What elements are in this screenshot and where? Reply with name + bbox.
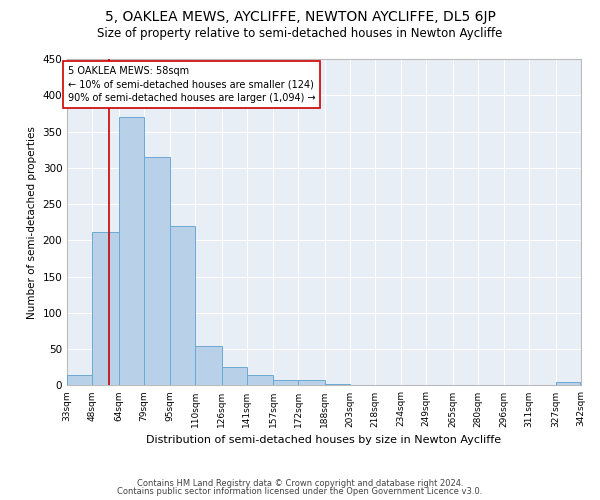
Bar xyxy=(556,382,580,386)
Text: 5, OAKLEA MEWS, AYCLIFFE, NEWTON AYCLIFFE, DL5 6JP: 5, OAKLEA MEWS, AYCLIFFE, NEWTON AYCLIFF… xyxy=(104,10,496,24)
Bar xyxy=(170,226,195,386)
Bar xyxy=(119,117,143,386)
Bar xyxy=(273,380,298,386)
Bar xyxy=(195,346,221,386)
Bar xyxy=(325,384,350,386)
Text: Contains HM Land Registry data © Crown copyright and database right 2024.: Contains HM Land Registry data © Crown c… xyxy=(137,478,463,488)
Bar xyxy=(143,157,170,386)
Bar xyxy=(221,368,247,386)
Bar xyxy=(247,374,273,386)
Text: Size of property relative to semi-detached houses in Newton Aycliffe: Size of property relative to semi-detach… xyxy=(97,28,503,40)
Text: Contains public sector information licensed under the Open Government Licence v3: Contains public sector information licen… xyxy=(118,487,482,496)
Y-axis label: Number of semi-detached properties: Number of semi-detached properties xyxy=(27,126,37,318)
Bar xyxy=(92,232,119,386)
Bar xyxy=(298,380,325,386)
Text: 5 OAKLEA MEWS: 58sqm
← 10% of semi-detached houses are smaller (124)
90% of semi: 5 OAKLEA MEWS: 58sqm ← 10% of semi-detac… xyxy=(68,66,316,102)
X-axis label: Distribution of semi-detached houses by size in Newton Aycliffe: Distribution of semi-detached houses by … xyxy=(146,435,502,445)
Bar xyxy=(67,374,92,386)
